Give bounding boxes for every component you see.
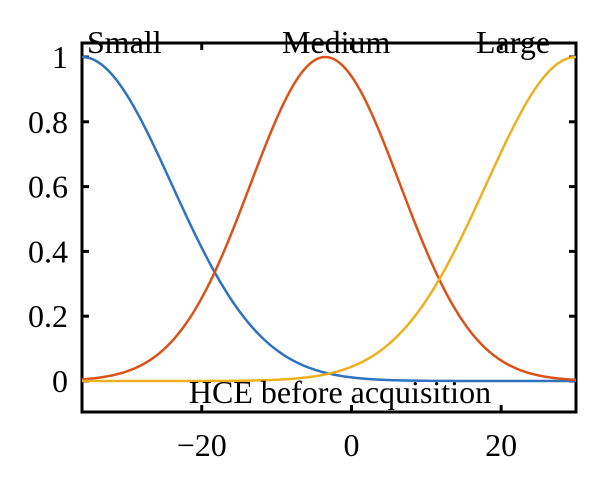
- plot-area-frame: [80, 41, 578, 414]
- y-axis: 0 0.2 0.4 0.6 0.8 1: [28, 39, 576, 399]
- series-line-large: [82, 55, 577, 383]
- x-axis-label: HCE before acquisition: [189, 374, 491, 410]
- series-line-small: [81, 55, 576, 383]
- series-line-medium: [81, 55, 577, 382]
- x-tick-label: 0: [343, 427, 359, 463]
- y-tick-label: 1: [52, 39, 68, 75]
- y-tick-label: 0: [52, 363, 68, 399]
- y-tick-label: 0.2: [28, 298, 68, 334]
- y-tick-label: 0.6: [28, 169, 68, 205]
- series-label-medium: Medium: [282, 24, 391, 60]
- x-tick-label: 20: [485, 427, 517, 463]
- series-lines: [81, 55, 577, 383]
- x-tick-label: −20: [177, 427, 227, 463]
- x-axis: −20 0 20: [177, 43, 517, 463]
- y-tick-label: 0.4: [28, 233, 68, 269]
- series-label-large: Large: [476, 24, 550, 60]
- y-tick-label: 0.8: [28, 104, 68, 140]
- series-label-small: Small: [87, 24, 162, 60]
